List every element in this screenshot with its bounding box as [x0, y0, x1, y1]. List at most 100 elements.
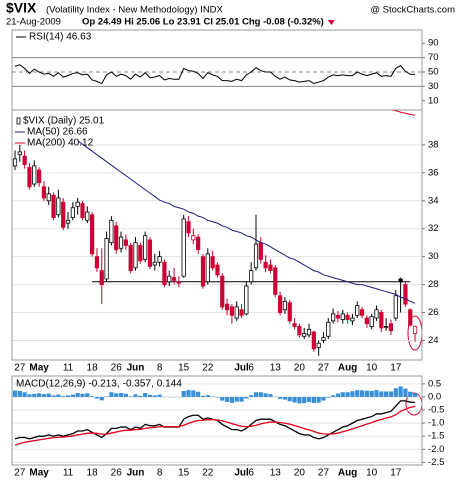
histogram-bar — [215, 396, 220, 398]
candle-body — [22, 155, 27, 165]
x-tick-label: 26 — [111, 363, 123, 374]
histogram-bar — [37, 393, 42, 397]
histogram-bar — [152, 395, 157, 397]
histogram-bar — [412, 393, 418, 397]
candle-body — [46, 193, 51, 202]
histogram-bar — [61, 396, 66, 397]
x-tick-label: 20 — [294, 468, 306, 479]
histogram-bar — [46, 393, 51, 397]
legend-label: -0.357, — [123, 379, 154, 390]
y-tick-label: 36 — [428, 167, 439, 178]
histogram-bar — [408, 391, 413, 397]
candle-body — [85, 211, 90, 221]
candle-body — [331, 313, 336, 322]
histogram-bar — [200, 395, 206, 397]
symbol: $VIX — [6, 0, 37, 16]
histogram-bar — [393, 388, 398, 397]
candle-body — [224, 303, 230, 311]
y-tick-label: 50 — [428, 67, 439, 78]
x-tick-label: 18 — [87, 468, 99, 479]
candle-body — [200, 256, 206, 287]
candle-body — [311, 331, 316, 350]
x-tick-label: 11 — [63, 363, 74, 374]
histogram-bar — [123, 393, 128, 397]
candle-body — [143, 235, 148, 260]
x-tick-label: 13 — [270, 468, 282, 479]
x-tick-label: 6 — [248, 363, 254, 374]
candle-body — [171, 277, 177, 281]
candle-body — [244, 285, 249, 315]
candle-body — [398, 278, 403, 283]
histogram-bar — [22, 392, 27, 397]
candle-body — [316, 342, 321, 348]
candle-body — [133, 242, 138, 269]
candle-body — [306, 328, 312, 336]
candle-body — [181, 218, 186, 277]
candle-body — [297, 326, 302, 336]
candle-body — [37, 169, 42, 184]
source: @ StockCharts.com — [370, 5, 455, 16]
histogram-bar — [258, 392, 263, 397]
candle-body — [253, 243, 259, 269]
x-tick-label: 17 — [390, 363, 402, 374]
candle-body — [326, 321, 331, 337]
candle-body — [282, 300, 288, 311]
histogram-bar — [27, 394, 32, 397]
histogram-bar — [374, 390, 379, 397]
candle-body — [176, 281, 181, 284]
histogram-bar — [94, 396, 100, 399]
x-tick-label: Jul — [234, 363, 249, 374]
x-tick-label: 10 — [366, 363, 378, 374]
candle-body — [152, 261, 157, 266]
histogram-bar — [229, 396, 234, 403]
candle-body — [403, 284, 408, 305]
candle-body — [268, 264, 273, 272]
series-line — [14, 64, 416, 85]
histogram-bar — [249, 395, 254, 397]
histogram-bar — [41, 394, 47, 397]
histogram-bar — [65, 395, 71, 397]
histogram-bar — [75, 393, 80, 397]
x-tick-label: 8 — [157, 363, 163, 374]
histogram-bar — [32, 393, 37, 397]
histogram-bar — [12, 390, 18, 397]
y-tick-label: 10 — [428, 95, 439, 106]
candle-body — [70, 207, 75, 218]
candle-body — [393, 295, 398, 319]
histogram-bar — [118, 393, 124, 397]
series-line — [14, 405, 416, 446]
histogram-bar — [181, 390, 186, 397]
legend-label: $VIX (Daily) 25.01 — [23, 116, 105, 127]
candle-body — [109, 219, 114, 244]
change-arrow — [327, 20, 335, 26]
histogram-bar — [56, 394, 61, 397]
x-tick-label: 17 — [390, 468, 402, 479]
candle-body — [239, 309, 244, 316]
candle-body — [249, 270, 254, 283]
legend-icon — [16, 117, 21, 125]
candle-body — [229, 306, 234, 316]
histogram-bar — [147, 394, 153, 397]
x-tick-label: 18 — [87, 363, 99, 374]
histogram-bar — [205, 395, 210, 397]
x-tick-label: 10 — [366, 468, 378, 479]
histogram-bar — [282, 396, 288, 400]
histogram-bar — [297, 396, 302, 404]
x-tick-label: 8 — [157, 468, 163, 479]
candle-body — [32, 165, 37, 185]
histogram-bar — [244, 396, 249, 399]
histogram-bar — [17, 390, 22, 397]
x-tick-label: 27 — [318, 363, 330, 374]
histogram-bar — [278, 396, 283, 399]
histogram-bar — [306, 396, 312, 402]
panel-frame — [11, 375, 423, 466]
y-tick-label: 34 — [428, 195, 439, 206]
y-tick-label: -1.5 — [428, 431, 444, 442]
x-tick-label: 27 — [318, 468, 330, 479]
candle-body — [355, 305, 360, 316]
candle-body — [359, 309, 365, 316]
histogram-bar — [316, 396, 321, 403]
candle-body — [302, 333, 307, 337]
histogram-bar — [384, 391, 389, 397]
candle-body — [41, 186, 47, 199]
